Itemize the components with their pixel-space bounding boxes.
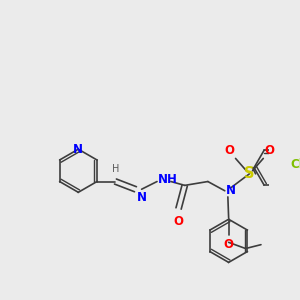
Text: N: N (226, 184, 236, 197)
Text: O: O (224, 238, 234, 251)
Text: H: H (112, 164, 119, 174)
Text: N: N (137, 191, 147, 204)
Text: O: O (265, 144, 275, 157)
Text: S: S (244, 166, 255, 181)
Text: N: N (73, 143, 83, 156)
Text: Cl: Cl (290, 158, 300, 171)
Text: O: O (224, 144, 234, 157)
Text: O: O (174, 214, 184, 228)
Text: NH: NH (158, 173, 178, 187)
